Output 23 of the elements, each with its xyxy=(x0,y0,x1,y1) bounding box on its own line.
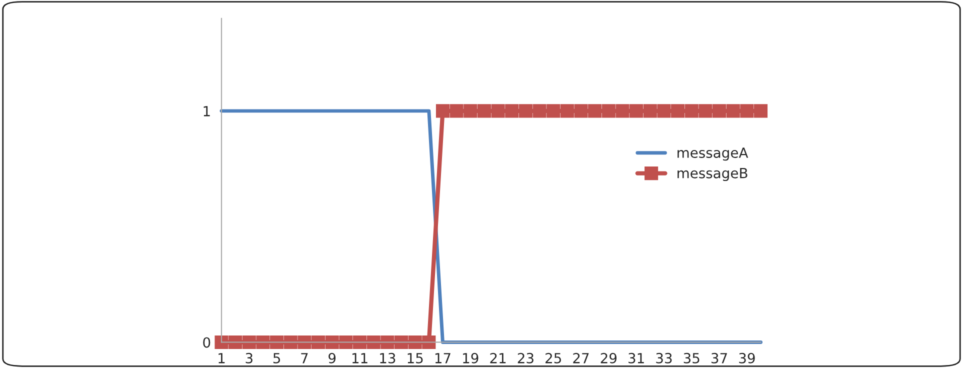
x-tick-label: 15 xyxy=(408,353,423,364)
x-tick-label: 1 xyxy=(218,353,225,364)
x-tick-label: 29 xyxy=(600,352,617,364)
x-tick-label: 27 xyxy=(573,352,589,364)
x-tick-label: 39 xyxy=(739,352,755,364)
legend-label: messageA xyxy=(678,148,748,161)
x-tick-label: 7 xyxy=(301,353,308,364)
x-tick-label: 37 xyxy=(712,352,727,364)
x-tick-label: 25 xyxy=(546,352,561,364)
x-tick-label: 13 xyxy=(380,352,396,364)
x-tick-label: 11 xyxy=(352,353,368,364)
x-tick-label: 33 xyxy=(656,352,672,364)
legend-label: messageB xyxy=(678,168,748,182)
x-tick-label: 17 xyxy=(435,353,450,364)
x-tick-label: 31 xyxy=(628,352,644,364)
x-tick-label: 35 xyxy=(684,352,700,364)
x-tick-label: 23 xyxy=(518,352,534,364)
x-tick-label: 21 xyxy=(490,352,506,364)
x-tick-label: 9 xyxy=(328,352,336,364)
x-tick-label: 19 xyxy=(463,352,478,364)
y-tick-label: 0 xyxy=(203,337,210,348)
x-tick-label: 5 xyxy=(273,353,280,364)
x-tick-label: 3 xyxy=(246,352,252,364)
